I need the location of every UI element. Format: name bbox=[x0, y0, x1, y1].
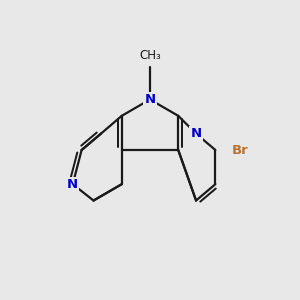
Text: N: N bbox=[67, 178, 78, 191]
Text: N: N bbox=[190, 127, 202, 140]
Text: Br: Br bbox=[232, 143, 248, 157]
Text: N: N bbox=[144, 93, 156, 106]
Text: CH₃: CH₃ bbox=[139, 49, 161, 62]
